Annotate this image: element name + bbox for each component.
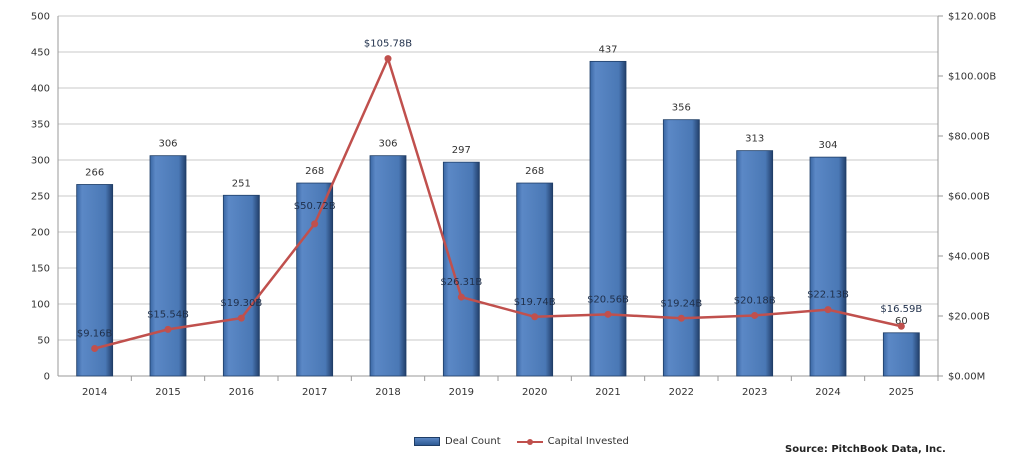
x-tick-label: 2014	[82, 387, 107, 398]
bar-deal-count	[222, 194, 260, 377]
y-left-tick-label: 400	[31, 84, 50, 95]
y-left-tick-label: 100	[31, 300, 50, 311]
x-tick-label: 2024	[815, 387, 840, 398]
y-left-tick-label: 500	[31, 12, 50, 23]
bar-deal-count	[516, 182, 554, 377]
y-left-tick-label: 300	[31, 156, 50, 167]
x-tick-label: 2025	[889, 387, 914, 398]
legend: Deal Count Capital Invested	[414, 436, 629, 447]
line-data-label: $19.24B	[660, 298, 702, 309]
y-left-tick-label: 150	[31, 264, 50, 275]
bar-data-label: 297	[452, 145, 471, 156]
line-point	[237, 314, 245, 322]
line-point	[531, 313, 539, 321]
line-data-label: $105.78B	[364, 39, 412, 50]
legend-line-swatch	[516, 438, 543, 445]
bar-data-label: 60	[895, 316, 908, 327]
x-tick-label: 2023	[742, 387, 767, 398]
bar-deal-count	[662, 119, 700, 377]
y-left-tick-label: 350	[31, 120, 50, 131]
bar-deal-count	[589, 60, 627, 377]
y-right-tick-label: $40.00B	[948, 252, 990, 263]
line-point	[311, 220, 319, 228]
y-left-tick-label: 0	[44, 372, 50, 383]
bar-data-label: 266	[85, 167, 104, 178]
line-data-label: $9.16B	[77, 329, 113, 340]
x-tick-label: 2022	[669, 387, 694, 398]
line-point	[751, 311, 759, 319]
y-right-tick-label: $20.00B	[948, 312, 990, 323]
line-data-label: $20.56B	[587, 294, 629, 305]
y-right-tick-label: $80.00B	[948, 132, 990, 143]
line-point	[384, 55, 392, 63]
line-point	[897, 322, 905, 330]
line-data-label: $16.59B	[880, 304, 922, 315]
y-right-tick-label: $120.00B	[948, 12, 996, 23]
y-left-tick-label: 450	[31, 48, 50, 59]
combo-chart: 0 50 100 150 200 250 300 350 400 450 500 $0.00M $20.…	[31, 12, 996, 399]
x-tick-label: 2016	[229, 387, 254, 398]
x-tick-label: 2018	[375, 387, 400, 398]
x-tick-label: 2021	[595, 387, 620, 398]
bar-data-label: 313	[745, 134, 764, 145]
y-left-tick-label: 50	[37, 336, 50, 347]
y-left-tick-label: 250	[31, 192, 50, 203]
x-tick-label: 2020	[522, 387, 547, 398]
line-data-label: $19.30B	[220, 298, 262, 309]
bar-deal-count	[809, 156, 847, 377]
line-point	[164, 325, 172, 333]
bar-data-label: 356	[672, 103, 691, 114]
y-right-tick-label: $100.00B	[948, 72, 996, 83]
bar-deal-count	[442, 161, 480, 377]
legend-bar-swatch	[414, 437, 440, 446]
bar-deal-count	[882, 332, 920, 377]
line-data-label: $26.31B	[440, 277, 482, 288]
line-data-label: $19.74B	[514, 297, 556, 308]
y-right-tick-label: $60.00B	[948, 192, 990, 203]
x-tick-label: 2015	[155, 387, 180, 398]
bar-data-label: 268	[525, 166, 544, 177]
bar-deal-count	[296, 182, 334, 377]
bar-deal-count	[736, 150, 774, 377]
line-data-label: $20.18B	[734, 295, 776, 306]
line-point	[824, 306, 832, 314]
bar-data-label: 437	[598, 44, 617, 55]
line-data-label: $15.54B	[147, 309, 189, 320]
bar-deal-count	[149, 155, 187, 377]
y-left-tick-label: 200	[31, 228, 50, 239]
line-point	[677, 314, 685, 322]
bar-data-label: 251	[232, 178, 251, 189]
x-tick-label: 2019	[449, 387, 474, 398]
bar-deal-count	[369, 155, 407, 377]
bar-deal-count	[76, 184, 114, 377]
line-point	[604, 310, 612, 318]
x-tick-label: 2017	[302, 387, 327, 398]
y-right-tick-label: $0.00M	[948, 372, 985, 383]
bar-data-label: 306	[378, 139, 397, 150]
source-note: Source: PitchBook Data, Inc.	[785, 444, 946, 455]
line-data-label: $22.13B	[807, 290, 849, 301]
line-data-label: $50.72B	[294, 201, 336, 212]
bar-data-label: 268	[305, 166, 324, 177]
line-point	[457, 293, 465, 301]
bar-data-label: 304	[818, 140, 837, 151]
line-capital-invested	[94, 55, 902, 350]
line-point	[91, 345, 99, 353]
legend-deal-count: Deal Count	[445, 436, 501, 447]
legend-capital-invested: Capital Invested	[547, 436, 629, 447]
bar-data-label: 306	[158, 139, 177, 150]
